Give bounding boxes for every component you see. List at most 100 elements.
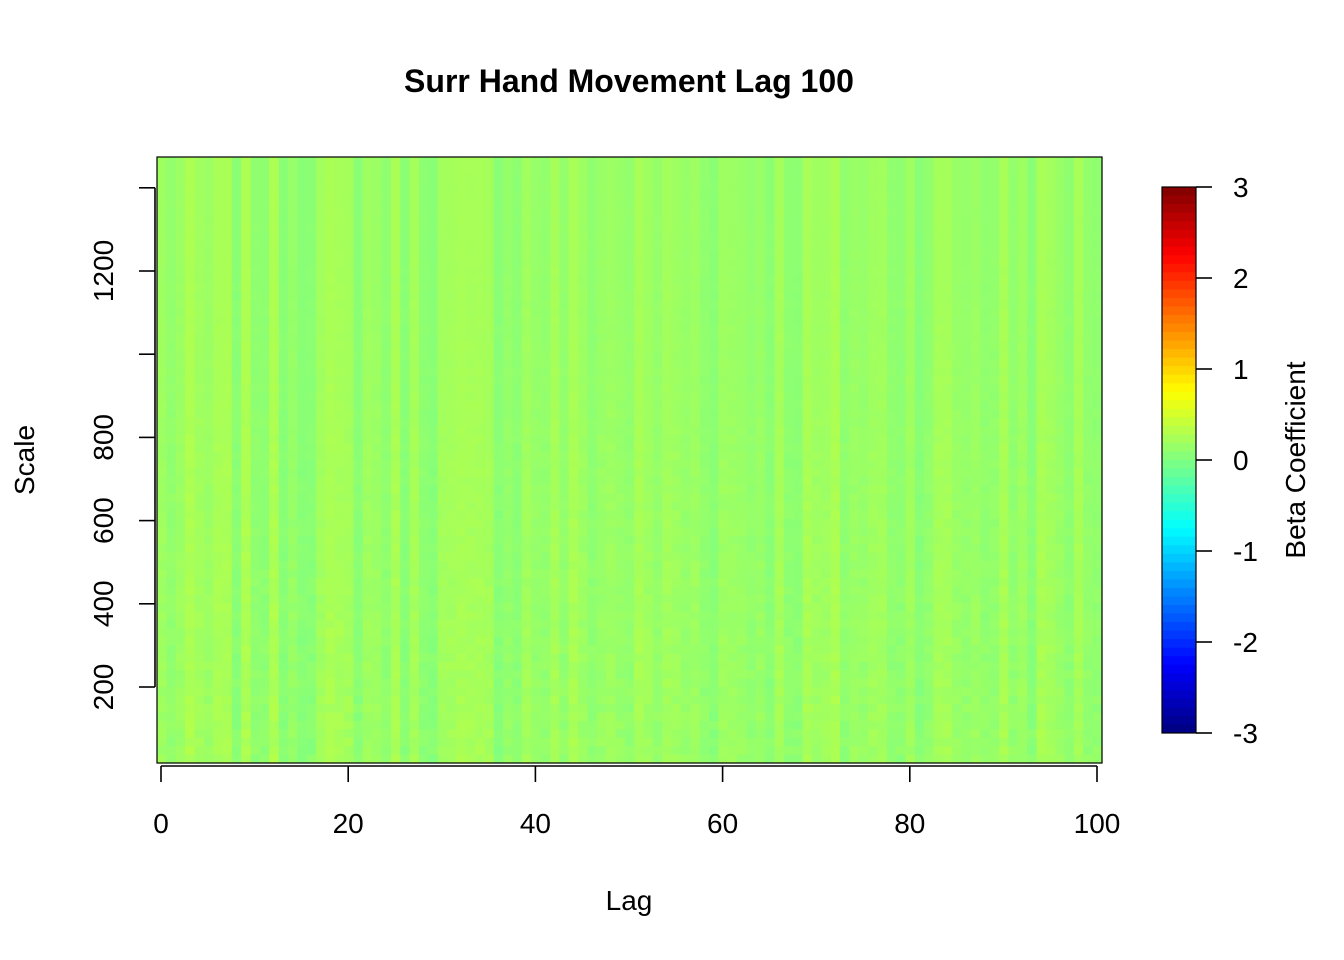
heatmap-cell: [325, 283, 336, 293]
heatmap-cell: [540, 653, 551, 663]
heatmap-cell: [362, 687, 373, 697]
heatmap-cell: [241, 325, 252, 335]
heatmap-cell: [484, 375, 495, 385]
heatmap-cell: [250, 316, 261, 326]
heatmap-cell: [493, 426, 504, 436]
heatmap-cell: [175, 746, 186, 756]
heatmap-cell: [680, 291, 691, 301]
heatmap-cell: [643, 300, 654, 310]
heatmap-cell: [287, 291, 298, 301]
heatmap-cell: [185, 165, 196, 175]
heatmap-cell: [503, 510, 514, 520]
heatmap-cell: [727, 729, 738, 739]
heatmap-cell: [418, 350, 429, 360]
heatmap-cell: [353, 611, 364, 621]
heatmap-cell: [568, 552, 579, 562]
heatmap-cell: [503, 586, 514, 596]
heatmap-cell: [269, 401, 280, 411]
heatmap-cell: [269, 476, 280, 486]
heatmap-cell: [231, 308, 242, 318]
heatmap-cell: [400, 544, 411, 554]
heatmap-cell: [250, 165, 261, 175]
heatmap-cell: [259, 157, 270, 167]
heatmap-cell: [615, 249, 626, 259]
heatmap-cell: [596, 224, 607, 234]
heatmap-cell: [334, 628, 345, 638]
heatmap-cell: [578, 308, 588, 318]
heatmap-cell: [166, 645, 177, 655]
heatmap-cell: [409, 443, 420, 453]
heatmap-cell: [718, 274, 729, 284]
heatmap-cell: [185, 274, 196, 284]
heatmap-cell: [353, 401, 364, 411]
heatmap-cell: [578, 274, 588, 284]
heatmap-cell: [306, 274, 317, 284]
heatmap-cell: [175, 367, 186, 377]
heatmap-cell: [456, 737, 467, 747]
heatmap-cell: [531, 157, 542, 167]
heatmap-cell: [334, 577, 345, 587]
heatmap-cell: [213, 678, 224, 688]
heatmap-cell: [362, 241, 373, 251]
heatmap-cell: [203, 561, 214, 571]
heatmap-cell: [269, 291, 280, 301]
heatmap-cell: [755, 426, 766, 436]
heatmap-cell: [447, 518, 458, 528]
heatmap-cell: [409, 173, 420, 183]
heatmap-cell: [475, 283, 486, 293]
heatmap-cell: [241, 746, 252, 756]
heatmap-cell: [185, 502, 196, 512]
heatmap-cell: [175, 518, 186, 528]
heatmap-cell: [484, 283, 495, 293]
heatmap-cell: [606, 434, 617, 444]
heatmap-cell: [269, 577, 280, 587]
heatmap-cell: [334, 670, 345, 680]
heatmap-cell: [381, 350, 392, 360]
heatmap-cell: [175, 249, 186, 259]
heatmap-cell: [624, 409, 635, 419]
heatmap-cell: [578, 476, 588, 486]
heatmap-cell: [755, 518, 766, 528]
heatmap-cell: [624, 207, 635, 217]
heatmap-cell: [662, 527, 673, 537]
heatmap-cell: [680, 392, 691, 402]
heatmap-cell: [643, 308, 654, 318]
heatmap-cell: [325, 737, 336, 747]
heatmap-cell: [549, 417, 560, 427]
heatmap-cell: [231, 207, 242, 217]
heatmap-cell: [465, 636, 476, 646]
heatmap-cell: [765, 384, 776, 394]
heatmap-cell: [231, 485, 242, 495]
heatmap-cell: [409, 350, 420, 360]
heatmap-cell: [606, 552, 617, 562]
heatmap-cell: [213, 350, 224, 360]
heatmap-cell: [185, 426, 196, 436]
heatmap-cell: [512, 367, 523, 377]
heatmap-cell: [793, 645, 804, 655]
heatmap-cell: [643, 493, 654, 503]
heatmap-cell: [259, 544, 270, 554]
heatmap-cell: [624, 182, 635, 192]
heatmap-cell: [709, 392, 719, 402]
heatmap-cell: [549, 157, 560, 167]
heatmap-cell: [765, 283, 776, 293]
heatmap-cell: [783, 165, 794, 175]
heatmap-cell: [372, 544, 383, 554]
heatmap-cell: [503, 737, 514, 747]
heatmap-cell: [624, 157, 635, 167]
heatmap-cell: [615, 687, 626, 697]
heatmap-cell: [287, 729, 298, 739]
heatmap-cell: [559, 603, 570, 613]
heatmap-cell: [287, 342, 298, 352]
heatmap-cell: [690, 544, 701, 554]
heatmap-cell: [203, 241, 214, 251]
heatmap-cell: [269, 662, 280, 672]
heatmap-cell: [194, 687, 205, 697]
heatmap-cell: [194, 670, 205, 680]
heatmap-cell: [409, 291, 420, 301]
heatmap-cell: [755, 409, 766, 419]
heatmap-cell: [213, 518, 224, 528]
heatmap-cell: [372, 561, 383, 571]
heatmap-cell: [727, 232, 738, 242]
heatmap-cell: [465, 190, 476, 200]
